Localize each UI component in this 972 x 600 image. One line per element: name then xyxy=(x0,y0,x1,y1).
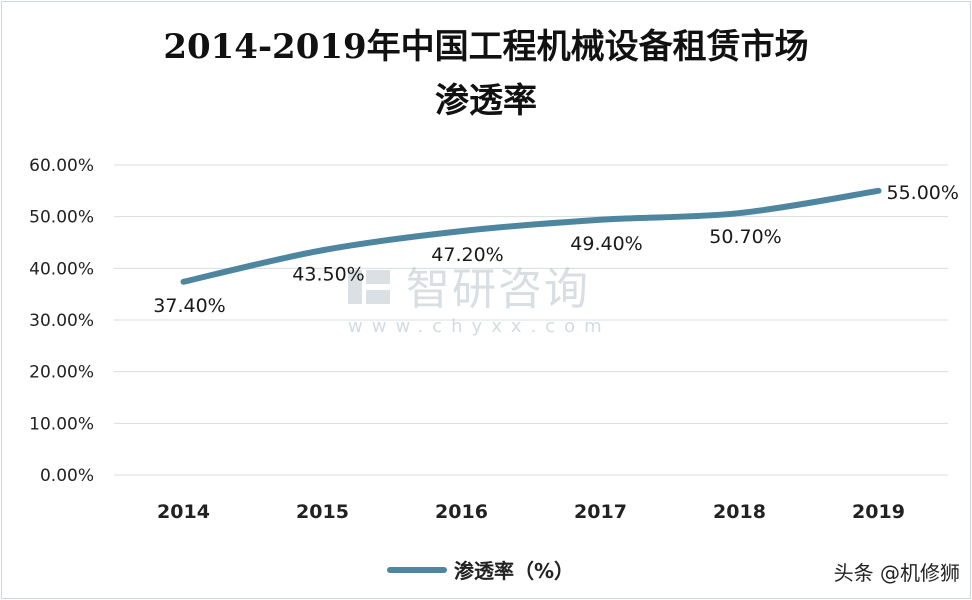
y-tick-label: 50.00% xyxy=(29,208,94,228)
data-point xyxy=(459,228,464,234)
legend-label: 渗透率（%） xyxy=(454,559,574,583)
x-tick-label: 2019 xyxy=(852,501,905,523)
watermark: 智研咨询 www.chyxx.com xyxy=(348,264,611,337)
y-tick-label: 30.00% xyxy=(29,311,94,331)
x-tick-label: 2017 xyxy=(574,501,627,523)
data-label: 37.40% xyxy=(153,295,225,317)
x-tick-label: 2015 xyxy=(296,501,349,523)
watermark-logo-icon xyxy=(348,270,390,304)
y-tick-label: 40.00% xyxy=(29,259,94,279)
y-tick-label: 10.00% xyxy=(29,414,94,434)
legend: 渗透率（%） xyxy=(387,559,574,583)
x-axis-ticks: 2014 2015 2016 2017 2018 2019 xyxy=(157,501,905,523)
series-layer: 37.40% 43.50% 47.20% 49.40% 50.70% 55.00% xyxy=(153,182,959,317)
chart-title-line2: 渗透率 xyxy=(435,81,537,121)
y-tick-label: 20.00% xyxy=(29,363,94,383)
data-point xyxy=(737,210,742,216)
x-tick-label: 2016 xyxy=(435,501,488,523)
gridlines xyxy=(114,164,948,476)
data-label: 50.70% xyxy=(709,226,781,248)
data-label: 49.40% xyxy=(570,233,642,255)
data-label: 43.50% xyxy=(292,263,364,285)
chart-title-line1: 2014-2019年中国工程机械设备租赁市场 xyxy=(163,27,808,67)
x-tick-label: 2014 xyxy=(157,501,210,523)
y-tick-label: 0.00% xyxy=(40,466,94,486)
watermark-url: www.chyxx.com xyxy=(348,316,611,337)
y-tick-label: 60.00% xyxy=(29,156,94,176)
watermark-text: 智研咨询 xyxy=(406,264,590,315)
data-point xyxy=(320,247,325,253)
x-tick-label: 2018 xyxy=(713,501,766,523)
data-point xyxy=(181,279,186,285)
data-point xyxy=(876,188,881,194)
data-label: 47.20% xyxy=(431,244,503,266)
data-point xyxy=(598,217,603,223)
y-axis-ticks: 0.00% 10.00% 20.00% 30.00% 40.00% 50.00% 60.00… xyxy=(29,156,94,486)
source-badge: 头条 @机修狮 xyxy=(834,561,960,585)
data-label: 55.00% xyxy=(887,182,959,204)
series-line xyxy=(180,187,882,285)
